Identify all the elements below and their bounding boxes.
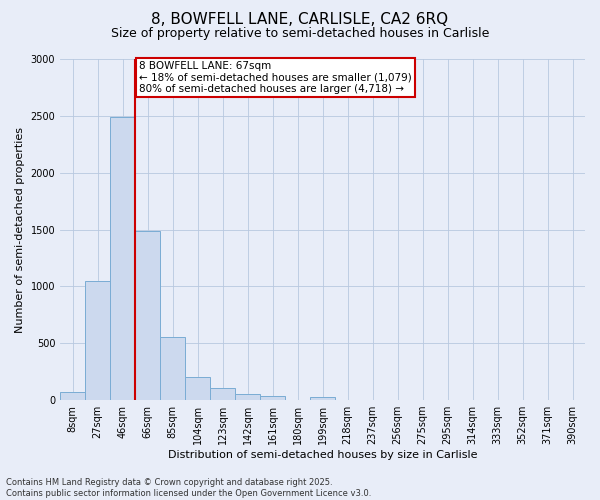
Text: Size of property relative to semi-detached houses in Carlisle: Size of property relative to semi-detach… (111, 28, 489, 40)
Bar (210, 388, 235, 400)
Text: Contains HM Land Registry data © Crown copyright and database right 2025.
Contai: Contains HM Land Registry data © Crown c… (6, 478, 371, 498)
Bar (60, 392, 85, 400)
Text: 8 BOWFELL LANE: 67sqm
← 18% of semi-detached houses are smaller (1,079)
80% of s: 8 BOWFELL LANE: 67sqm ← 18% of semi-deta… (139, 60, 412, 94)
Bar (310, 397, 335, 400)
Bar (235, 394, 260, 400)
Y-axis label: Number of semi-detached properties: Number of semi-detached properties (15, 126, 25, 332)
Text: 8, BOWFELL LANE, CARLISLE, CA2 6RQ: 8, BOWFELL LANE, CARLISLE, CA2 6RQ (151, 12, 449, 28)
Bar (85, 280, 110, 400)
Bar (160, 337, 185, 400)
Bar (260, 396, 285, 400)
Bar (135, 230, 160, 400)
Bar (185, 378, 210, 400)
X-axis label: Distribution of semi-detached houses by size in Carlisle: Distribution of semi-detached houses by … (168, 450, 478, 460)
Bar (110, 117, 135, 400)
